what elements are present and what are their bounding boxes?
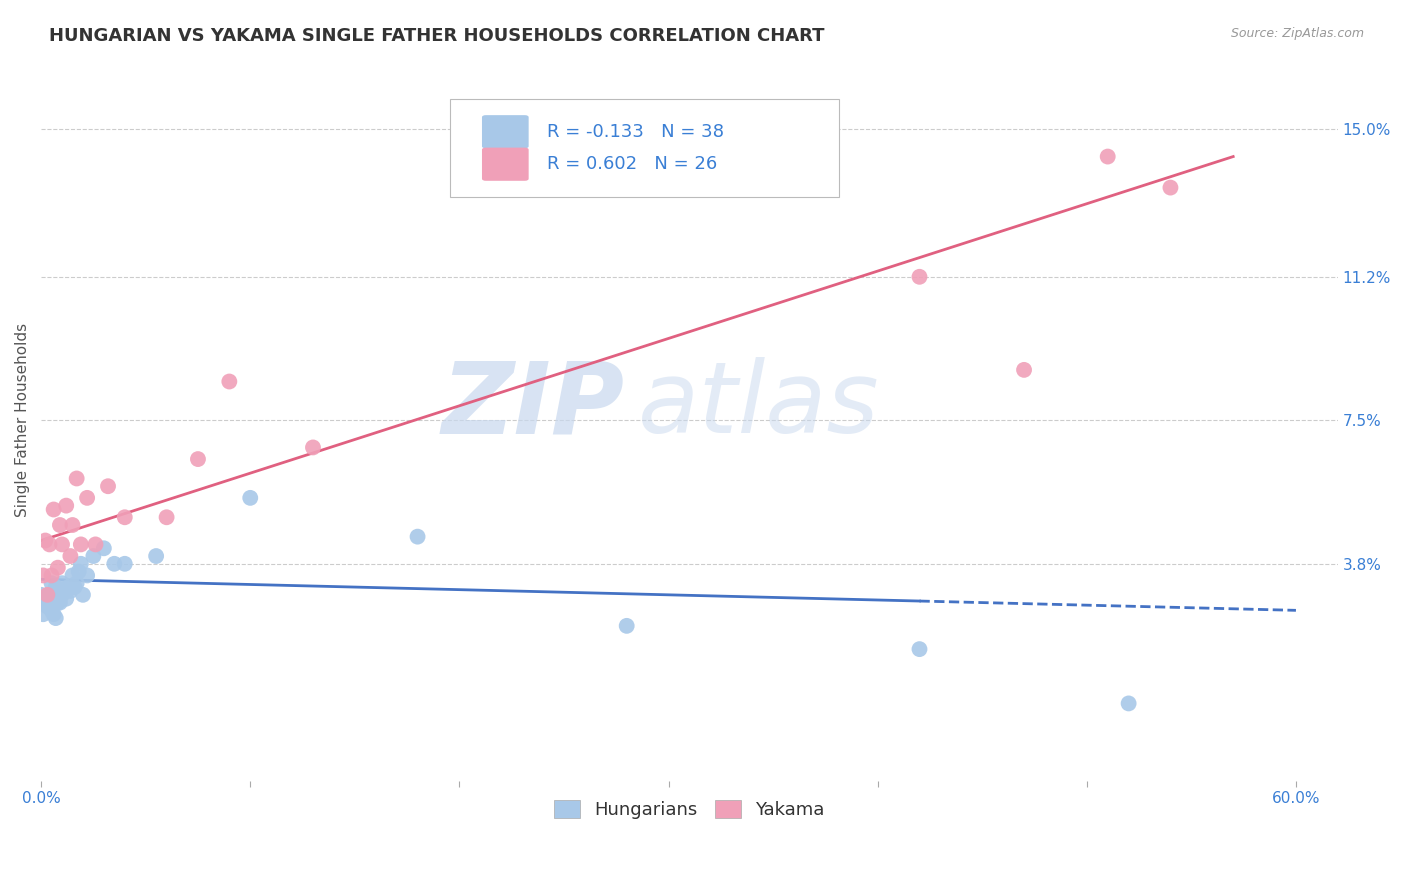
Point: [41, 568, 63, 582]
Point: [46, 583, 69, 598]
Y-axis label: Single Father Households: Single Father Households: [15, 323, 30, 517]
Point: [616, 619, 638, 633]
Point: [49, 596, 72, 610]
FancyBboxPatch shape: [482, 115, 529, 148]
Point: [62, 518, 84, 533]
FancyBboxPatch shape: [482, 147, 529, 181]
Point: [97, 479, 120, 493]
Point: [53, 583, 76, 598]
Point: [51, 576, 73, 591]
Point: [93, 541, 115, 556]
Point: [62, 568, 84, 582]
Point: [42, 588, 65, 602]
Point: [1012, 363, 1035, 377]
Point: [1097, 150, 1119, 164]
Point: [30, 588, 52, 602]
Point: [66, 576, 89, 591]
Point: [82, 549, 104, 563]
Point: [67, 565, 90, 579]
Point: [63, 580, 86, 594]
Point: [72, 588, 94, 602]
Point: [66, 471, 89, 485]
Point: [34, 596, 56, 610]
Point: [218, 375, 240, 389]
Point: [55, 591, 77, 606]
Text: atlas: atlas: [637, 358, 879, 454]
Point: [58, 580, 80, 594]
Point: [1159, 180, 1181, 194]
Text: R = -0.133   N = 38: R = -0.133 N = 38: [547, 123, 724, 141]
Point: [187, 452, 209, 467]
Text: HUNGARIAN VS YAKAMA SINGLE FATHER HOUSEHOLDS CORRELATION CHART: HUNGARIAN VS YAKAMA SINGLE FATHER HOUSEH…: [49, 27, 825, 45]
Point: [155, 510, 177, 524]
Point: [51, 537, 73, 551]
Point: [32, 607, 55, 622]
FancyBboxPatch shape: [450, 99, 838, 196]
Text: ZIP: ZIP: [441, 358, 624, 454]
Point: [45, 580, 67, 594]
Point: [38, 537, 60, 551]
Point: [1118, 697, 1140, 711]
Point: [46, 560, 69, 574]
Legend: Hungarians, Yakama: Hungarians, Yakama: [547, 792, 832, 826]
Point: [145, 549, 167, 563]
Point: [41, 576, 63, 591]
Point: [45, 611, 67, 625]
Point: [114, 557, 136, 571]
Point: [70, 557, 93, 571]
Text: Source: ZipAtlas.com: Source: ZipAtlas.com: [1230, 27, 1364, 40]
Point: [76, 491, 98, 505]
Point: [908, 642, 931, 657]
Point: [49, 518, 72, 533]
Text: R = 0.602   N = 26: R = 0.602 N = 26: [547, 155, 717, 173]
Point: [59, 549, 82, 563]
Point: [302, 441, 325, 455]
Point: [114, 510, 136, 524]
Point: [32, 568, 55, 582]
Point: [42, 502, 65, 516]
Point: [59, 583, 82, 598]
Point: [37, 599, 59, 614]
Point: [49, 583, 72, 598]
Point: [103, 557, 125, 571]
Point: [51, 588, 73, 602]
Point: [239, 491, 262, 505]
Point: [84, 537, 107, 551]
Point: [406, 530, 429, 544]
Point: [34, 533, 56, 548]
Point: [38, 588, 60, 602]
Point: [37, 588, 59, 602]
Point: [76, 568, 98, 582]
Point: [41, 603, 63, 617]
Point: [42, 607, 65, 622]
Point: [55, 499, 77, 513]
Point: [46, 596, 69, 610]
Point: [908, 269, 931, 284]
Point: [70, 537, 93, 551]
